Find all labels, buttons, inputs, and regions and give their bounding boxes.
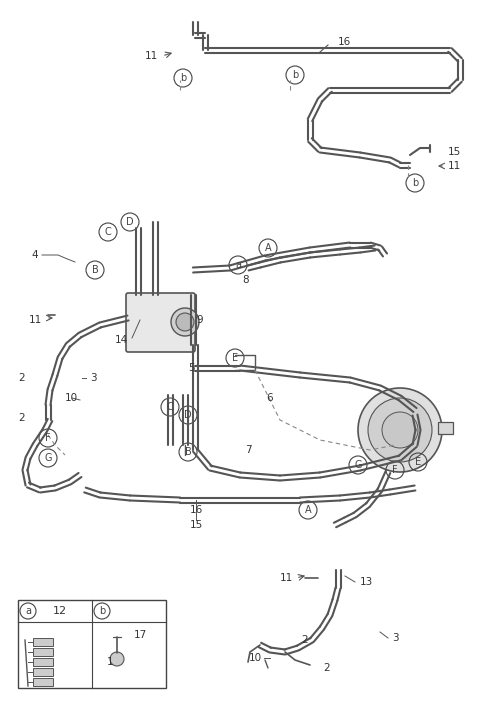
Text: b: b	[412, 178, 418, 188]
Circle shape	[358, 388, 442, 472]
Text: 16: 16	[190, 505, 203, 515]
Text: 11: 11	[29, 315, 42, 325]
Text: 11: 11	[145, 51, 158, 61]
Circle shape	[368, 398, 432, 462]
Text: D: D	[126, 217, 134, 227]
Text: 6: 6	[267, 393, 273, 403]
Text: 2: 2	[301, 635, 308, 645]
Text: F: F	[392, 465, 398, 475]
Text: 3: 3	[392, 633, 398, 643]
Text: B: B	[185, 447, 192, 457]
Text: 2: 2	[18, 413, 25, 423]
Text: 15: 15	[448, 147, 461, 157]
Text: A: A	[264, 243, 271, 253]
Text: 17: 17	[133, 630, 146, 640]
Text: 3: 3	[90, 373, 96, 383]
Bar	[33, 658, 53, 666]
Text: F: F	[45, 433, 51, 443]
Text: 1: 1	[107, 657, 113, 667]
Text: a: a	[235, 260, 241, 270]
Text: C: C	[167, 402, 173, 412]
Text: 8: 8	[243, 275, 249, 285]
Text: 13: 13	[360, 577, 373, 587]
Text: 14: 14	[115, 335, 128, 345]
Circle shape	[171, 308, 199, 336]
Text: 16: 16	[338, 37, 351, 47]
Bar	[33, 678, 53, 686]
Bar	[438, 422, 453, 434]
Text: G: G	[44, 453, 52, 463]
Text: 11: 11	[280, 573, 293, 583]
Text: b: b	[292, 70, 298, 80]
Text: a: a	[25, 606, 31, 616]
Text: 10: 10	[65, 393, 78, 403]
Text: A: A	[305, 505, 312, 515]
Text: 12: 12	[53, 606, 67, 616]
Circle shape	[176, 313, 194, 331]
Text: 15: 15	[190, 520, 203, 530]
Text: b: b	[99, 606, 105, 616]
FancyBboxPatch shape	[126, 293, 195, 352]
Text: E: E	[415, 457, 421, 467]
Text: 2: 2	[18, 373, 25, 383]
Bar	[33, 668, 53, 676]
Text: C: C	[105, 227, 111, 237]
Text: 4: 4	[31, 250, 38, 260]
Bar	[33, 648, 53, 656]
Bar	[33, 638, 53, 646]
Text: G: G	[354, 460, 362, 470]
Text: D: D	[184, 410, 192, 420]
Bar	[18, 600, 166, 688]
Circle shape	[382, 412, 418, 448]
Text: 7: 7	[245, 445, 252, 455]
Text: 11: 11	[448, 161, 461, 171]
Text: B: B	[92, 265, 98, 275]
Text: 10: 10	[249, 653, 262, 663]
Circle shape	[110, 652, 124, 666]
Text: 2: 2	[324, 663, 330, 673]
Text: b: b	[180, 73, 186, 83]
Text: 5: 5	[188, 363, 195, 373]
Text: E: E	[232, 353, 238, 363]
Text: 9: 9	[197, 315, 204, 325]
